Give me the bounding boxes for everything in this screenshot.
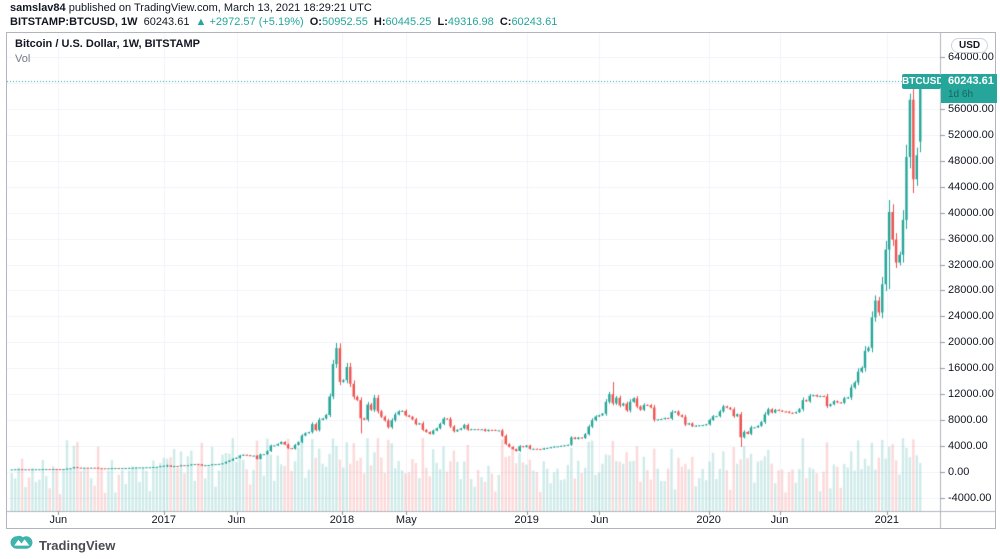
- low-label: L:: [437, 16, 448, 28]
- chart-legend: Bitcoin / U.S. Dollar, 1W, BITSTAMP Vol: [15, 38, 200, 65]
- price-axis-label: 4000.00: [948, 440, 988, 453]
- header-last-price: 60243.61: [143, 16, 190, 28]
- tradingview-logo-text: TradingView: [39, 537, 116, 553]
- time-axis-label: Jun: [227, 514, 246, 526]
- close-value: 60243.61: [511, 16, 558, 28]
- price-axis-label: 32000.00: [948, 258, 994, 271]
- time-axis-label: 2017: [151, 514, 176, 526]
- publish-header: samslav84 published on TradingView.com, …: [10, 1, 560, 29]
- price-axis-label: 24000.00: [948, 310, 994, 323]
- bar-countdown: 1d 6h: [948, 89, 974, 101]
- price-axis-label: 16000.00: [948, 362, 994, 375]
- symbol-price-label: BTCUSD: [902, 73, 944, 89]
- low-value: 49316.98: [447, 16, 494, 28]
- high-value: 60445.25: [385, 16, 432, 28]
- tradingview-logo-icon: [10, 535, 33, 555]
- price-axis-label: 64000.00: [948, 51, 994, 63]
- price-axis-label: 0.00: [948, 466, 970, 478]
- symbol-title: BITSTAMP:BTCUSD, 1W: [10, 16, 138, 28]
- tradingview-footer[interactable]: TradingView: [10, 535, 115, 555]
- price-axis-label: 36000.00: [948, 232, 994, 245]
- time-axis-label: 2019: [514, 514, 539, 526]
- price-axis-label: 56000.00: [948, 102, 994, 115]
- price-axis-label: 20000.00: [948, 336, 994, 349]
- time-axis-label: 2018: [329, 514, 355, 526]
- price-axis-label: 52000.00: [948, 128, 994, 141]
- username: samslav84: [10, 2, 66, 14]
- open-label: O:: [309, 16, 322, 28]
- time-axis-label: 2021: [874, 514, 900, 526]
- time-axis-label: Jun: [590, 514, 609, 526]
- close-label: C:: [499, 16, 512, 28]
- legend-volume-indicator[interactable]: Vol: [15, 53, 31, 65]
- time-axis-label: 2020: [696, 514, 721, 526]
- price-axis-label: 12000.00: [948, 388, 994, 401]
- price-axis-label: 44000.00: [948, 180, 994, 193]
- header-change: ▲ +2972.57 (+5.19%): [195, 16, 304, 28]
- legend-symbol[interactable]: Bitcoin / U.S. Dollar, 1W, BITSTAMP: [15, 38, 200, 50]
- time-axis-label: May: [395, 514, 417, 526]
- price-axis[interactable]: 64000.00 56000.00 52000.00 48000.00 44000.00…: [941, 33, 995, 511]
- current-price-badge: 60243.61 1d 6h: [941, 74, 997, 104]
- high-label: H:: [373, 16, 386, 28]
- time-axis[interactable]: Jun 2017 Jun 2018 May 2019 Jun 2020 Jun 2021: [7, 512, 941, 528]
- time-axis-label: Jun: [49, 514, 68, 526]
- open-value: 50952.55: [321, 16, 368, 28]
- chart-frame: Bitcoin / U.S. Dollar, 1W, BITSTAMP Vol …: [6, 32, 997, 529]
- price-axis-label: 8000.00: [948, 414, 988, 427]
- time-axis-label: Jun: [770, 514, 789, 526]
- publish-line: samslav84 published on TradingView.com, …: [10, 1, 560, 15]
- price-axis-label: 48000.00: [948, 154, 994, 167]
- price-chart-canvas[interactable]: [7, 33, 995, 528]
- currency-toggle-button[interactable]: USD: [951, 38, 989, 53]
- price-axis-label: -4000.00: [948, 491, 992, 504]
- price-axis-label: 40000.00: [948, 206, 994, 219]
- current-price-value: 60243.61: [948, 75, 994, 88]
- published-text: published on TradingView.com, March 13, …: [65, 2, 372, 14]
- price-axis-label: 28000.00: [948, 284, 994, 297]
- symbol-status-line: BITSTAMP:BTCUSD, 1W 60243.61 ▲ +2972.57 …: [10, 15, 560, 29]
